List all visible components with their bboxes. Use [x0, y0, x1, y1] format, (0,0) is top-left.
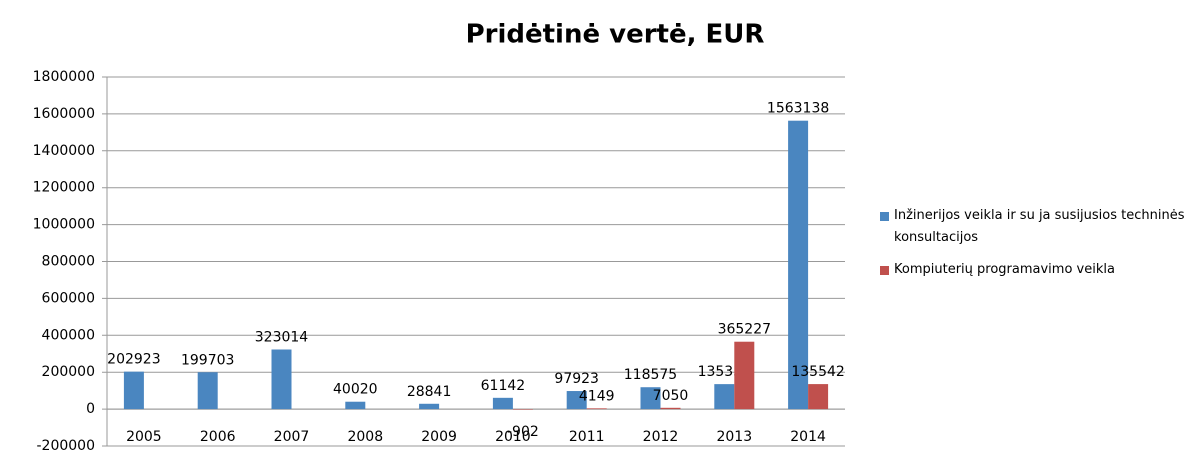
bar — [345, 401, 366, 410]
y-tick-label: 1600000 — [33, 106, 95, 122]
x-tick-label: 2014 — [790, 429, 826, 445]
bar — [660, 407, 681, 410]
y-tick-label: 800000 — [42, 254, 95, 270]
y-tick-label: 0 — [86, 401, 95, 417]
bar — [734, 341, 755, 410]
data-label: 1563138 — [767, 101, 829, 117]
data-label: 199703 — [181, 352, 234, 368]
data-label: 323014 — [255, 330, 309, 346]
legend-item: Inžinerijos veikla ir su ja susijusios t… — [880, 205, 1195, 249]
x-tick-label: 2007 — [274, 429, 310, 445]
bar — [271, 349, 292, 410]
bar — [123, 371, 144, 410]
y-tick-label: -200000 — [37, 438, 96, 454]
x-tick-label: 2012 — [643, 429, 679, 445]
legend: Inžinerijos veikla ir su ja susijusios t… — [880, 205, 1195, 291]
data-label: 135542 — [791, 364, 844, 380]
legend-swatch — [880, 266, 889, 275]
bar — [512, 409, 533, 410]
x-tick-label: 2008 — [347, 429, 383, 445]
x-tick-label: 2006 — [200, 429, 236, 445]
y-tick-label: 1800000 — [33, 69, 95, 85]
data-label: 202923 — [107, 352, 160, 368]
bar — [640, 387, 661, 410]
x-tick-label: 2010 — [495, 429, 531, 445]
bar — [788, 120, 809, 410]
legend-swatch — [880, 212, 889, 221]
bar — [419, 403, 440, 410]
data-label: 7050 — [653, 388, 689, 404]
data-label: 61142 — [481, 378, 526, 394]
data-label: -902 — [507, 424, 539, 440]
data-label: 97923 — [554, 371, 599, 387]
data-label: 4149 — [579, 388, 615, 404]
y-tick-label: 1200000 — [33, 180, 95, 196]
bar — [586, 408, 607, 410]
data-label: 118575 — [624, 367, 677, 383]
bar — [492, 397, 513, 410]
data-label: 40020 — [333, 382, 378, 398]
bar — [714, 384, 735, 410]
data-label: 365227 — [718, 322, 771, 338]
bar — [566, 391, 587, 410]
y-tick-label: 1400000 — [33, 143, 95, 159]
bar — [197, 372, 218, 410]
y-tick-label: 1000000 — [33, 217, 95, 233]
bar — [808, 384, 829, 410]
y-tick-label: 400000 — [42, 327, 95, 343]
legend-label: Inžinerijos veikla ir su ja susijusios t… — [894, 208, 1185, 245]
x-tick-label: 2013 — [716, 429, 752, 445]
legend-label: Kompiuterių programavimo veikla — [894, 262, 1115, 277]
x-tick-label: 2011 — [569, 429, 605, 445]
x-tick-label: 2005 — [126, 429, 162, 445]
data-label: 28841 — [407, 384, 452, 400]
legend-item: Kompiuterių programavimo veikla — [880, 259, 1195, 281]
y-tick-label: 600000 — [42, 290, 95, 306]
x-tick-label: 2009 — [421, 429, 457, 445]
chart-title: Pridėtinė vertė, EUR — [466, 20, 765, 50]
y-tick-label: 200000 — [42, 364, 95, 380]
